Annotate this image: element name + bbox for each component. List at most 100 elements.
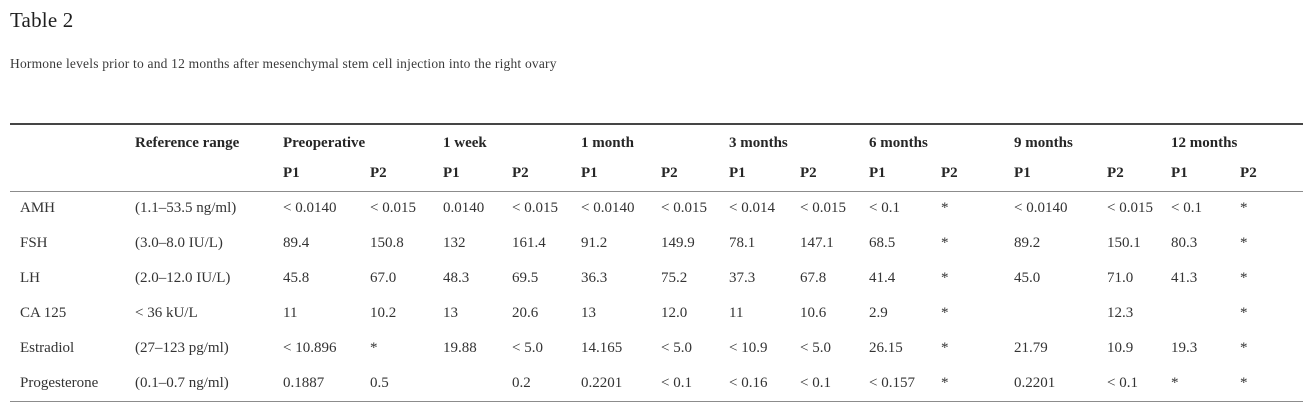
value-cell: 21.79 <box>1014 340 1048 356</box>
hormone-levels-table: Reference range Preoperative 1 week 1 mo… <box>10 123 1304 402</box>
value-cell <box>1171 296 1240 331</box>
table-row: CA 125 < 36 kU/L 11 10.2 13 20.6 13 12.0 11 10.6 2… <box>10 296 1303 331</box>
value-cell: 13 <box>581 305 596 321</box>
value-cell: * <box>941 374 949 391</box>
value-cell: 10.9 <box>1107 340 1134 356</box>
patient-header: P2 <box>1107 165 1124 182</box>
patient-header: P1 <box>869 165 886 182</box>
corner-cell <box>10 157 135 191</box>
value-cell <box>443 366 512 401</box>
value-cell <box>1014 296 1107 331</box>
value-cell: 13 <box>443 305 458 321</box>
table-header: Reference range Preoperative 1 week 1 mo… <box>10 124 1304 191</box>
value-cell: 0.2 <box>512 374 531 391</box>
value-cell: 67.0 <box>370 270 397 286</box>
reference-range-cell: (2.0–12.0 IU/L) <box>135 270 231 286</box>
patient-header: P1 <box>283 165 300 182</box>
value-cell: < 0.1 <box>800 374 831 391</box>
value-cell: < 5.0 <box>661 340 692 356</box>
table-row: Progesterone (0.1–0.7 ng/ml) 0.1887 0.5 0.2 0… <box>10 366 1303 401</box>
table-caption: Hormone levels prior to and 12 months af… <box>10 56 557 71</box>
group-header-9-months: 9 months <box>1014 134 1073 151</box>
value-cell: 0.1887 <box>283 374 325 391</box>
value-cell: < 0.015 <box>661 200 707 217</box>
value-cell: 45.0 <box>1014 270 1041 286</box>
value-cell: 147.1 <box>800 235 834 251</box>
row-label: FSH <box>20 235 48 251</box>
value-cell: 10.2 <box>370 305 397 321</box>
value-cell: 149.9 <box>661 235 695 251</box>
value-cell: 26.15 <box>869 340 903 356</box>
value-cell: < 5.0 <box>512 340 543 356</box>
value-cell: < 0.1 <box>1171 200 1203 217</box>
value-cell: < 5.0 <box>800 340 831 356</box>
group-header-preoperative: Preoperative <box>283 134 366 151</box>
value-cell: * <box>370 340 378 356</box>
table-row: FSH (3.0–8.0 IU/L) 89.4 150.8 132 161.4 91.2 14… <box>10 226 1303 261</box>
value-cell: 75.2 <box>661 270 688 286</box>
value-cell: 19.88 <box>443 340 477 356</box>
value-cell: 45.8 <box>283 270 310 286</box>
value-cell: 150.1 <box>1107 235 1141 251</box>
patient-header: P1 <box>581 165 598 182</box>
row-label: AMH <box>20 200 56 217</box>
value-cell: < 0.1 <box>869 200 900 217</box>
value-cell: 11 <box>729 305 744 321</box>
value-cell: 20.6 <box>512 305 539 321</box>
value-cell: < 0.16 <box>729 374 768 391</box>
row-label: Progesterone <box>20 374 99 391</box>
value-cell: 89.4 <box>283 235 310 251</box>
value-cell: 69.5 <box>512 270 539 286</box>
table-row: Estradiol (27–123 pg/ml) < 10.896 * 19.88 < 5… <box>10 331 1303 366</box>
value-cell: < 0.015 <box>1107 200 1153 217</box>
value-cell: 11 <box>283 305 298 321</box>
table-body: AMH (1.1–53.5 ng/ml) < 0.0140 < 0.015 0.0140… <box>10 191 1303 401</box>
table-row: LH (2.0–12.0 IU/L) 45.8 67.0 48.3 69.5 36.3 75.… <box>10 261 1303 296</box>
table-title: Table 2 <box>10 8 74 32</box>
patient-header: P1 <box>1014 165 1031 182</box>
value-cell: 67.8 <box>800 270 827 286</box>
patient-header: P2 <box>800 165 817 182</box>
value-cell: 91.2 <box>581 235 608 251</box>
table-row: AMH (1.1–53.5 ng/ml) < 0.0140 < 0.015 0.0140… <box>10 191 1303 226</box>
patient-header: P1 <box>729 165 746 182</box>
value-cell: * <box>941 235 949 251</box>
reference-range-cell: < 36 kU/L <box>135 305 198 321</box>
value-cell: 19.3 <box>1171 340 1198 356</box>
value-cell: 0.5 <box>370 374 389 391</box>
value-cell: * <box>1240 305 1248 321</box>
corner-cell <box>135 157 283 191</box>
value-cell: < 0.015 <box>800 200 846 217</box>
value-cell: < 10.896 <box>283 340 337 356</box>
value-cell: * <box>1240 270 1248 286</box>
value-cell: 0.2201 <box>1014 374 1056 391</box>
patient-header: P2 <box>1240 165 1257 182</box>
value-cell: < 0.157 <box>869 374 915 391</box>
row-label: CA 125 <box>20 305 67 321</box>
value-cell: 80.3 <box>1171 235 1198 251</box>
value-cell: 132 <box>443 235 466 251</box>
value-cell: 41.3 <box>1171 270 1198 286</box>
row-label: LH <box>20 270 40 286</box>
reference-range-cell: (3.0–8.0 IU/L) <box>135 235 223 251</box>
reference-range-cell: (1.1–53.5 ng/ml) <box>135 200 237 217</box>
reference-range-cell: (0.1–0.7 ng/ml) <box>135 374 229 391</box>
value-cell: 14.165 <box>581 340 623 356</box>
patient-header: P2 <box>941 165 958 182</box>
patient-header: P2 <box>370 165 387 182</box>
row-label: Estradiol <box>20 340 75 356</box>
value-cell: < 0.1 <box>1107 374 1138 391</box>
value-cell: < 10.9 <box>729 340 768 356</box>
value-cell: * <box>1240 235 1248 251</box>
value-cell: < 0.0140 <box>581 200 635 217</box>
value-cell: * <box>1240 200 1248 217</box>
group-header-6-months: 6 months <box>869 134 928 151</box>
reference-range-cell: (27–123 pg/ml) <box>135 340 229 356</box>
value-cell: 41.4 <box>869 270 896 286</box>
value-cell: * <box>941 200 949 217</box>
group-header-1-week: 1 week <box>443 134 487 151</box>
corner-cell <box>10 124 135 157</box>
value-cell: 78.1 <box>729 235 756 251</box>
value-cell: < 0.0140 <box>283 200 337 217</box>
